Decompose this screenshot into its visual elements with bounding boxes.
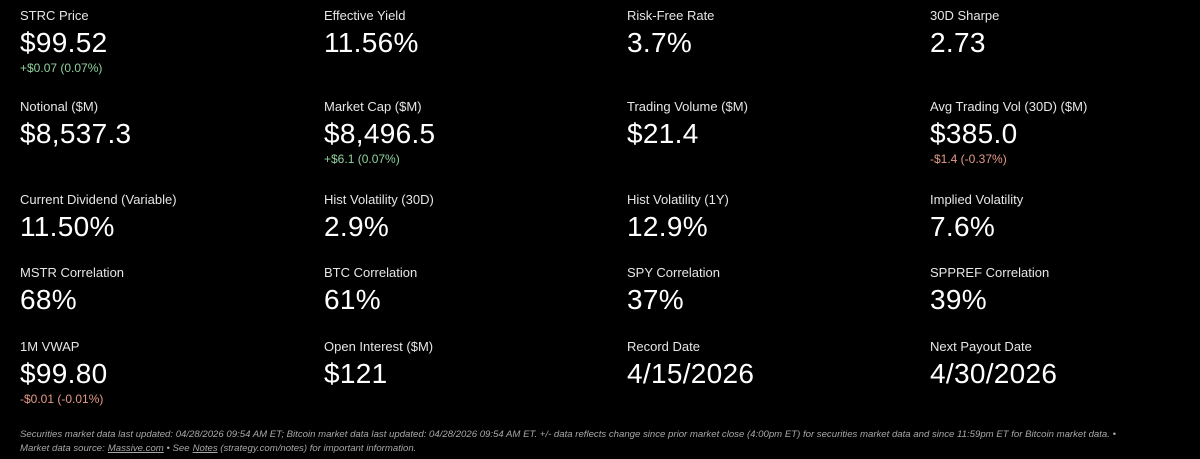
metric: Implied Volatility 7.6% <box>930 192 1023 243</box>
metric-label: Record Date <box>627 339 700 354</box>
notes-link[interactable]: Notes <box>192 443 218 454</box>
metric-value: 11.50% <box>20 211 115 242</box>
metric-value: 68% <box>20 284 77 315</box>
metric-label: SPY Correlation <box>627 265 720 280</box>
metric-value: 7.6% <box>930 211 996 242</box>
metric-value: $385.0 <box>930 118 1018 149</box>
metric: Market Cap ($M) $8,496.5 +$6.1 (0.07%) <box>324 99 435 167</box>
metric: 1M VWAP $99.80 -$0.01 (-0.01%) <box>20 339 107 407</box>
metric-label: Hist Volatility (1Y) <box>627 192 729 207</box>
metric: Trading Volume ($M) $21.4 <box>627 99 748 150</box>
metric-label: Trading Volume ($M) <box>627 99 748 114</box>
metric-value: $121 <box>324 358 388 389</box>
metric: Hist Volatility (30D) 2.9% <box>324 192 434 243</box>
metric-value: 39% <box>930 284 987 315</box>
metric-label: BTC Correlation <box>324 265 418 280</box>
metric-label: Current Dividend (Variable) <box>20 192 177 207</box>
metric-value: 37% <box>627 284 684 315</box>
metric: MSTR Correlation 68% <box>20 265 124 316</box>
metric-label: Implied Volatility <box>930 192 1024 207</box>
metric: Risk-Free Rate 3.7% <box>627 8 714 59</box>
footer-text: • See <box>166 443 190 454</box>
metric-value: 12.9% <box>627 211 708 242</box>
metric-value: $8,496.5 <box>324 118 436 149</box>
metric-value: 4/15/2026 <box>627 358 755 389</box>
metric-change: +$0.07 (0.07%) <box>20 61 103 75</box>
metric-value: 11.56% <box>324 27 419 58</box>
metric: STRC Price $99.52 +$0.07 (0.07%) <box>20 8 107 76</box>
metric-label: 30D Sharpe <box>930 8 1000 23</box>
metric: SPY Correlation 37% <box>627 265 720 316</box>
metric: Effective Yield 11.56% <box>324 8 419 59</box>
metric-value: 2.9% <box>324 211 390 242</box>
metric-value: $99.80 <box>20 358 108 389</box>
metric-value: $21.4 <box>627 118 699 149</box>
metric-label: 1M VWAP <box>20 339 80 354</box>
metric-label: Effective Yield <box>324 8 406 23</box>
footer-line: Market data source: Massive.com • See Note… <box>20 443 419 454</box>
metric-label: Market Cap ($M) <box>324 99 422 114</box>
metric-change: -$0.01 (-0.01%) <box>20 392 104 406</box>
source-link[interactable]: Massive.com <box>107 443 164 454</box>
metric: SPPREF Correlation 39% <box>930 265 1049 316</box>
metric-value: $99.52 <box>20 27 108 58</box>
metric-label: Notional ($M) <box>20 99 99 114</box>
metric-value: $8,537.3 <box>20 118 132 149</box>
metric-change: +$6.1 (0.07%) <box>324 152 400 166</box>
metric: Current Dividend (Variable) 11.50% <box>20 192 177 243</box>
metric: Notional ($M) $8,537.3 <box>20 99 131 150</box>
metric-label: Risk-Free Rate <box>627 8 715 23</box>
metric: 30D Sharpe 2.73 <box>930 8 999 59</box>
metric: Avg Trading Vol (30D) ($M) $385.0 -$1.4 (-… <box>930 99 1087 167</box>
metric-value: 4/30/2026 <box>930 358 1058 389</box>
metric-label: MSTR Correlation <box>20 265 125 280</box>
metric-value: 61% <box>324 284 381 315</box>
metric-label: Next Payout Date <box>930 339 1032 354</box>
metric-label: Open Interest ($M) <box>324 339 434 354</box>
metric: Next Payout Date 4/30/2026 <box>930 339 1057 390</box>
footer-text: Market data source: <box>20 443 105 454</box>
metric: Open Interest ($M) $121 <box>324 339 433 390</box>
metric-label: Hist Volatility (30D) <box>324 192 434 207</box>
metric-change: -$1.4 (-0.37%) <box>930 152 1007 166</box>
metric-label: SPPREF Correlation <box>930 265 1050 280</box>
metric: Hist Volatility (1Y) 12.9% <box>627 192 729 243</box>
metric-label: Avg Trading Vol (30D) ($M) <box>930 99 1088 114</box>
metric: Record Date 4/15/2026 <box>627 339 754 390</box>
metric-label: STRC Price <box>20 8 89 23</box>
metric: BTC Correlation 61% <box>324 265 417 316</box>
metric-value: 2.73 <box>930 27 986 58</box>
footer-line: Securities market data last updated: 04/… <box>20 429 1116 440</box>
metric-value: 3.7% <box>627 27 693 58</box>
footer-text: (strategy.com/notes) for important infor… <box>220 443 417 454</box>
